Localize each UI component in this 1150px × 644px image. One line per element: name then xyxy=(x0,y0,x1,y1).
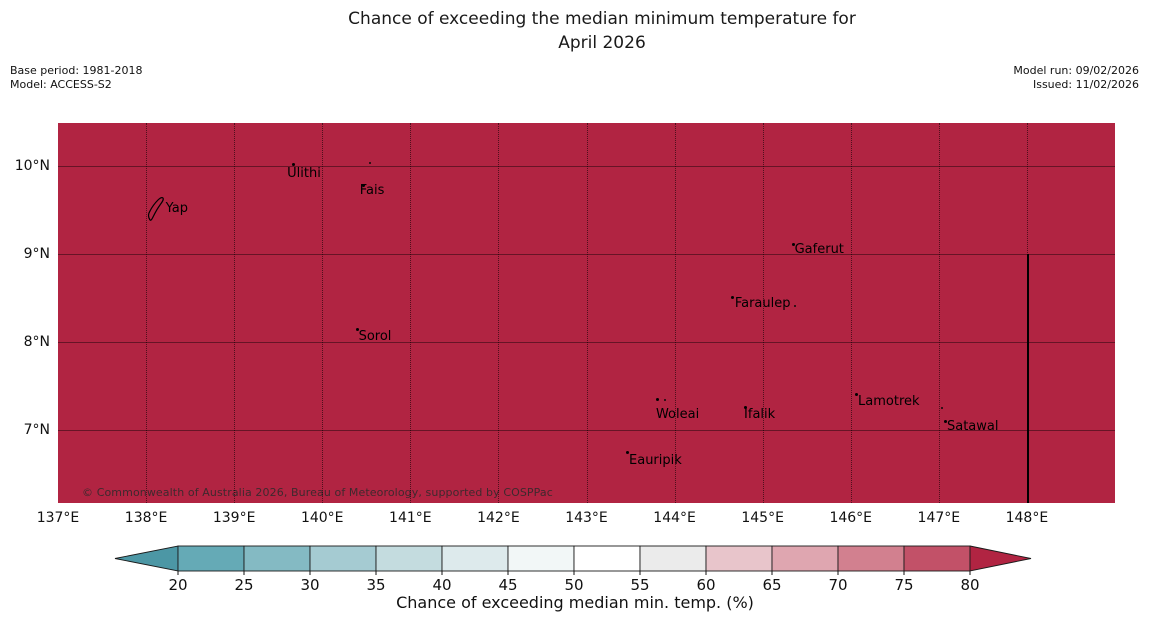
issued-text: Issued: 11/02/2026 xyxy=(1032,78,1139,91)
x-tick-label: 143°E xyxy=(565,510,608,526)
longitude-gridline xyxy=(146,123,148,503)
y-tick-label: 9°N xyxy=(23,246,50,263)
island-marker-dot xyxy=(655,398,659,402)
colorbar-segment xyxy=(441,545,509,572)
y-tick-label: 8°N xyxy=(23,334,50,351)
island-marker-dot xyxy=(361,183,365,187)
colorbar-segment xyxy=(177,545,245,572)
island-marker-dot xyxy=(730,296,734,300)
colorbar-tick-label: 55 xyxy=(630,576,649,593)
base-period-text: Base period: 1981-2018 xyxy=(10,64,143,77)
colorbar-tick-label: 70 xyxy=(828,576,847,593)
colorbar-tick-label: 35 xyxy=(366,576,385,593)
longitude-gridline xyxy=(674,123,676,503)
yap-island-shape xyxy=(146,196,168,226)
colorbar-segment xyxy=(903,545,971,572)
islet-marker-dot xyxy=(794,305,797,308)
island-marker-dot xyxy=(744,406,748,410)
x-tick-label: 147°E xyxy=(917,510,961,526)
y-tick-label: 7°N xyxy=(23,421,50,438)
island-label-eauripik: Eauripik xyxy=(629,452,682,468)
colorbar-tick-label: 20 xyxy=(168,576,187,593)
longitude-gridline xyxy=(850,123,852,503)
x-tick-label: 145°E xyxy=(741,510,784,526)
island-label-yap: Yap xyxy=(165,201,189,217)
copyright-text: © Commonwealth of Australia 2026, Bureau… xyxy=(82,486,553,499)
longitude-gridline xyxy=(322,123,324,503)
longitude-gridline xyxy=(938,123,940,503)
longitude-gridline xyxy=(762,123,764,503)
colorbar-segment xyxy=(375,545,443,572)
colorbar-segment xyxy=(507,545,575,572)
title-line-2: April 2026 xyxy=(558,33,646,53)
x-tick-label: 137°E xyxy=(36,510,80,526)
meta-right: Model run: 09/02/2026 Issued: 11/02/2026 xyxy=(1013,64,1139,92)
colorbar-tick-label: 45 xyxy=(498,576,517,593)
colorbar-segment xyxy=(705,545,773,572)
island-marker-dot xyxy=(292,163,296,167)
x-tick-label: 138°E xyxy=(124,510,168,526)
island-label-woleai: Woleai xyxy=(655,407,700,423)
colorbar-tick-label: 75 xyxy=(894,576,913,593)
colorbar-segment xyxy=(309,545,377,572)
colorbar-segment xyxy=(771,545,839,572)
island-marker-dot xyxy=(626,450,630,454)
meta-left: Base period: 1981-2018 Model: ACCESS-S2 xyxy=(10,64,142,92)
island-marker-dot xyxy=(355,327,359,331)
colorbar-under-arrow xyxy=(114,545,179,572)
colorbar-segment xyxy=(837,545,905,572)
map-area: © Commonwealth of Australia 2026, Bureau… xyxy=(58,123,1115,503)
x-tick-label: 139°E xyxy=(212,510,256,526)
colorbar-tick-label: 40 xyxy=(432,576,451,593)
x-tick-label: 142°E xyxy=(477,510,520,526)
colorbar-segment xyxy=(243,545,311,572)
x-tick-label: 146°E xyxy=(829,510,873,526)
longitude-gridline xyxy=(498,123,500,503)
title-line-1: Chance of exceeding the median minimum t… xyxy=(348,9,856,29)
island-label-lamotrek: Lamotrek xyxy=(858,393,920,409)
islet-marker-dot xyxy=(941,407,944,410)
longitude-gridline xyxy=(586,123,588,503)
colorbar: 20 25 30 35 40 45 50 55 60 65 70 75 80 xyxy=(114,545,1032,593)
island-label-ifalik: Ifalik xyxy=(744,407,776,423)
colorbar-tick-label: 50 xyxy=(564,576,583,593)
page-title: Chance of exceeding the median minimum t… xyxy=(54,7,1150,55)
colorbar-segment xyxy=(639,545,707,572)
colorbar-tick-label: 80 xyxy=(960,576,979,593)
colorbar-tick-label: 30 xyxy=(300,576,319,593)
eez-boundary-line xyxy=(1026,254,1029,503)
x-tick-label: 148°E xyxy=(1005,510,1049,526)
longitude-gridline xyxy=(234,123,236,503)
island-label-fais: Fais xyxy=(359,182,385,198)
colorbar-segment xyxy=(573,545,641,572)
island-label-ulithi: Ulithi xyxy=(287,166,321,182)
longitude-gridline xyxy=(410,123,412,503)
island-label-satawal: Satawal xyxy=(946,419,999,435)
x-tick-label: 140°E xyxy=(300,510,344,526)
islet-marker-dot xyxy=(664,399,666,402)
island-label-gaferut: Gaferut xyxy=(794,242,844,258)
colorbar-tick-label: 25 xyxy=(234,576,253,593)
x-tick-label: 144°E xyxy=(653,510,696,526)
colorbar-over-arrow xyxy=(969,545,1032,572)
colorbar-label: Chance of exceeding median min. temp. (%… xyxy=(396,593,754,612)
islet-marker-dot xyxy=(368,161,371,164)
island-label-faraulep: Faraulep xyxy=(734,296,791,312)
model-text: Model: ACCESS-S2 xyxy=(10,78,112,91)
island-marker-dot xyxy=(791,243,795,247)
island-marker-dot xyxy=(943,420,947,424)
x-tick-label: 141°E xyxy=(389,510,432,526)
colorbar-tick-label: 65 xyxy=(762,576,781,593)
island-label-sorol: Sorol xyxy=(358,328,392,344)
model-run-text: Model run: 09/02/2026 xyxy=(1013,64,1139,77)
y-tick-label: 10°N xyxy=(14,158,50,175)
colorbar-tick-label: 60 xyxy=(696,576,715,593)
island-marker-dot xyxy=(855,392,859,396)
